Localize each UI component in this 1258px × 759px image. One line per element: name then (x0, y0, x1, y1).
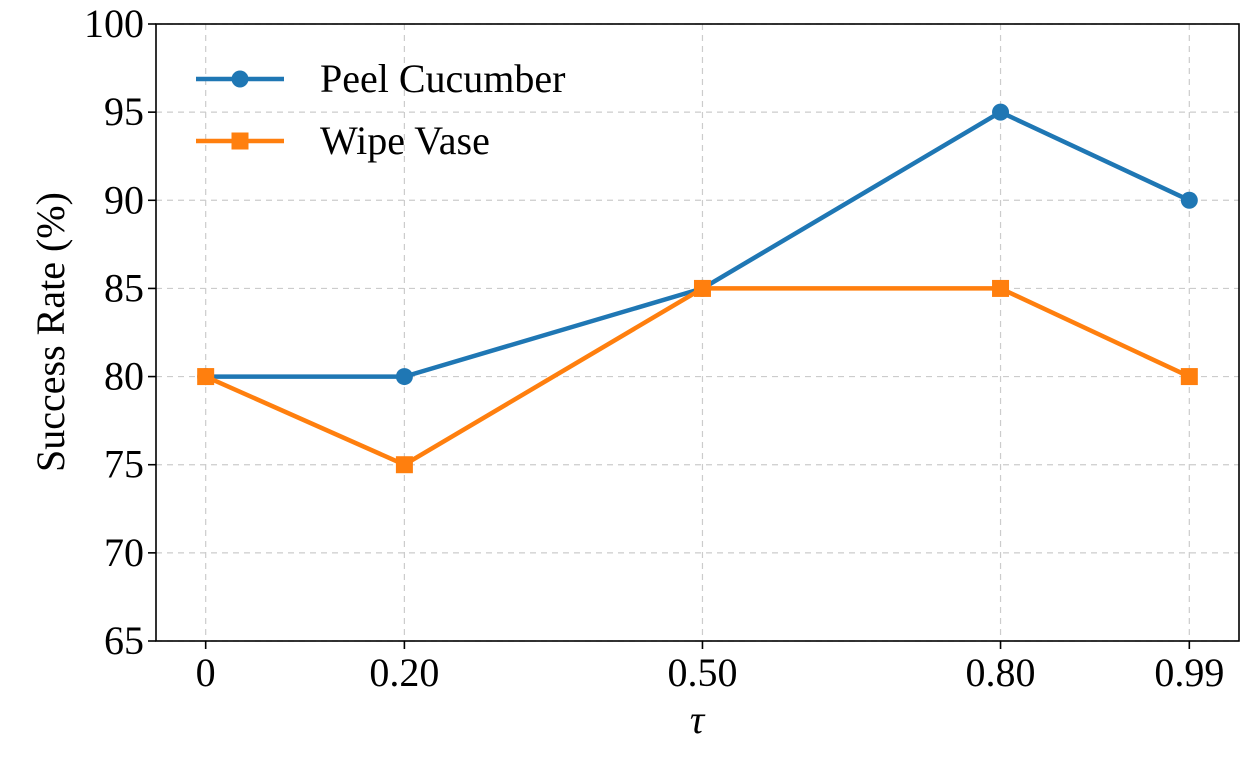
legend-label: Peel Cucumber (320, 56, 566, 101)
y-tick-label: 80 (104, 354, 144, 399)
y-tick-label: 65 (104, 618, 144, 663)
x-tick-label: 0.99 (1154, 650, 1224, 695)
axis-ticks: 65 70 75 80 85 90 95 100 0 0.20 0.50 0.80 0.99 (84, 1, 1224, 695)
y-tick-label: 100 (84, 1, 144, 46)
x-tick-label: 0.20 (369, 650, 439, 695)
x-tick-label: 0.80 (966, 650, 1036, 695)
data-point-peel-cucumber (1180, 191, 1198, 209)
y-tick-label: 90 (104, 177, 144, 222)
data-point-peel-cucumber (395, 368, 413, 386)
y-tick-label: 85 (104, 265, 144, 310)
x-tick-label: 0.50 (667, 650, 737, 695)
data-point-wipe-vase (1180, 368, 1198, 386)
data-point-wipe-vase (992, 279, 1010, 297)
legend-marker (231, 132, 249, 150)
legend-marker (231, 70, 249, 88)
x-tick-label: 0 (196, 650, 216, 695)
y-axis-label: Success Rate (%) (28, 192, 73, 472)
y-tick-label: 75 (104, 442, 144, 487)
legend-label: Wipe Vase (320, 118, 490, 163)
x-axis-label: τ (690, 697, 706, 742)
grid-lines (156, 23, 1239, 642)
y-tick-label: 95 (104, 89, 144, 134)
series-lines (197, 103, 1198, 474)
data-point-peel-cucumber (992, 103, 1010, 121)
data-point-wipe-vase (693, 279, 711, 297)
plot-frame (155, 23, 1240, 642)
data-point-wipe-vase (395, 456, 413, 474)
y-tick-label: 70 (104, 530, 144, 575)
legend: Peel Cucumber Wipe Vase (196, 56, 566, 163)
data-point-wipe-vase (197, 368, 215, 386)
